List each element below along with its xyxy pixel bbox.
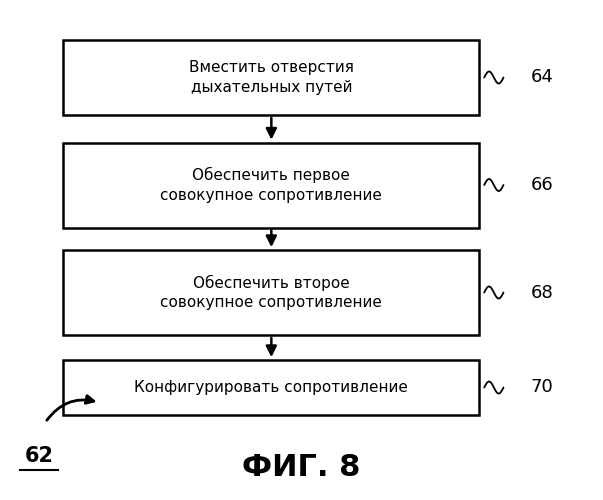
Text: 68: 68 xyxy=(531,284,554,302)
Text: Обеспечить первое
совокупное сопротивление: Обеспечить первое совокупное сопротивлен… xyxy=(160,167,382,203)
Text: Вместить отверстия
дыхательных путей: Вместить отверстия дыхательных путей xyxy=(189,60,354,95)
Bar xyxy=(63,250,479,335)
Bar xyxy=(63,360,479,415)
Bar xyxy=(63,40,479,115)
Text: 64: 64 xyxy=(531,68,554,86)
Text: Конфигурировать сопротивление: Конфигурировать сопротивление xyxy=(134,380,408,395)
Text: 70: 70 xyxy=(531,378,554,396)
Text: 62: 62 xyxy=(25,446,54,466)
Bar xyxy=(63,142,479,228)
Text: 66: 66 xyxy=(531,176,554,194)
Text: ФИГ. 8: ФИГ. 8 xyxy=(242,454,361,482)
Text: Обеспечить второе
совокупное сопротивление: Обеспечить второе совокупное сопротивлен… xyxy=(160,274,382,310)
